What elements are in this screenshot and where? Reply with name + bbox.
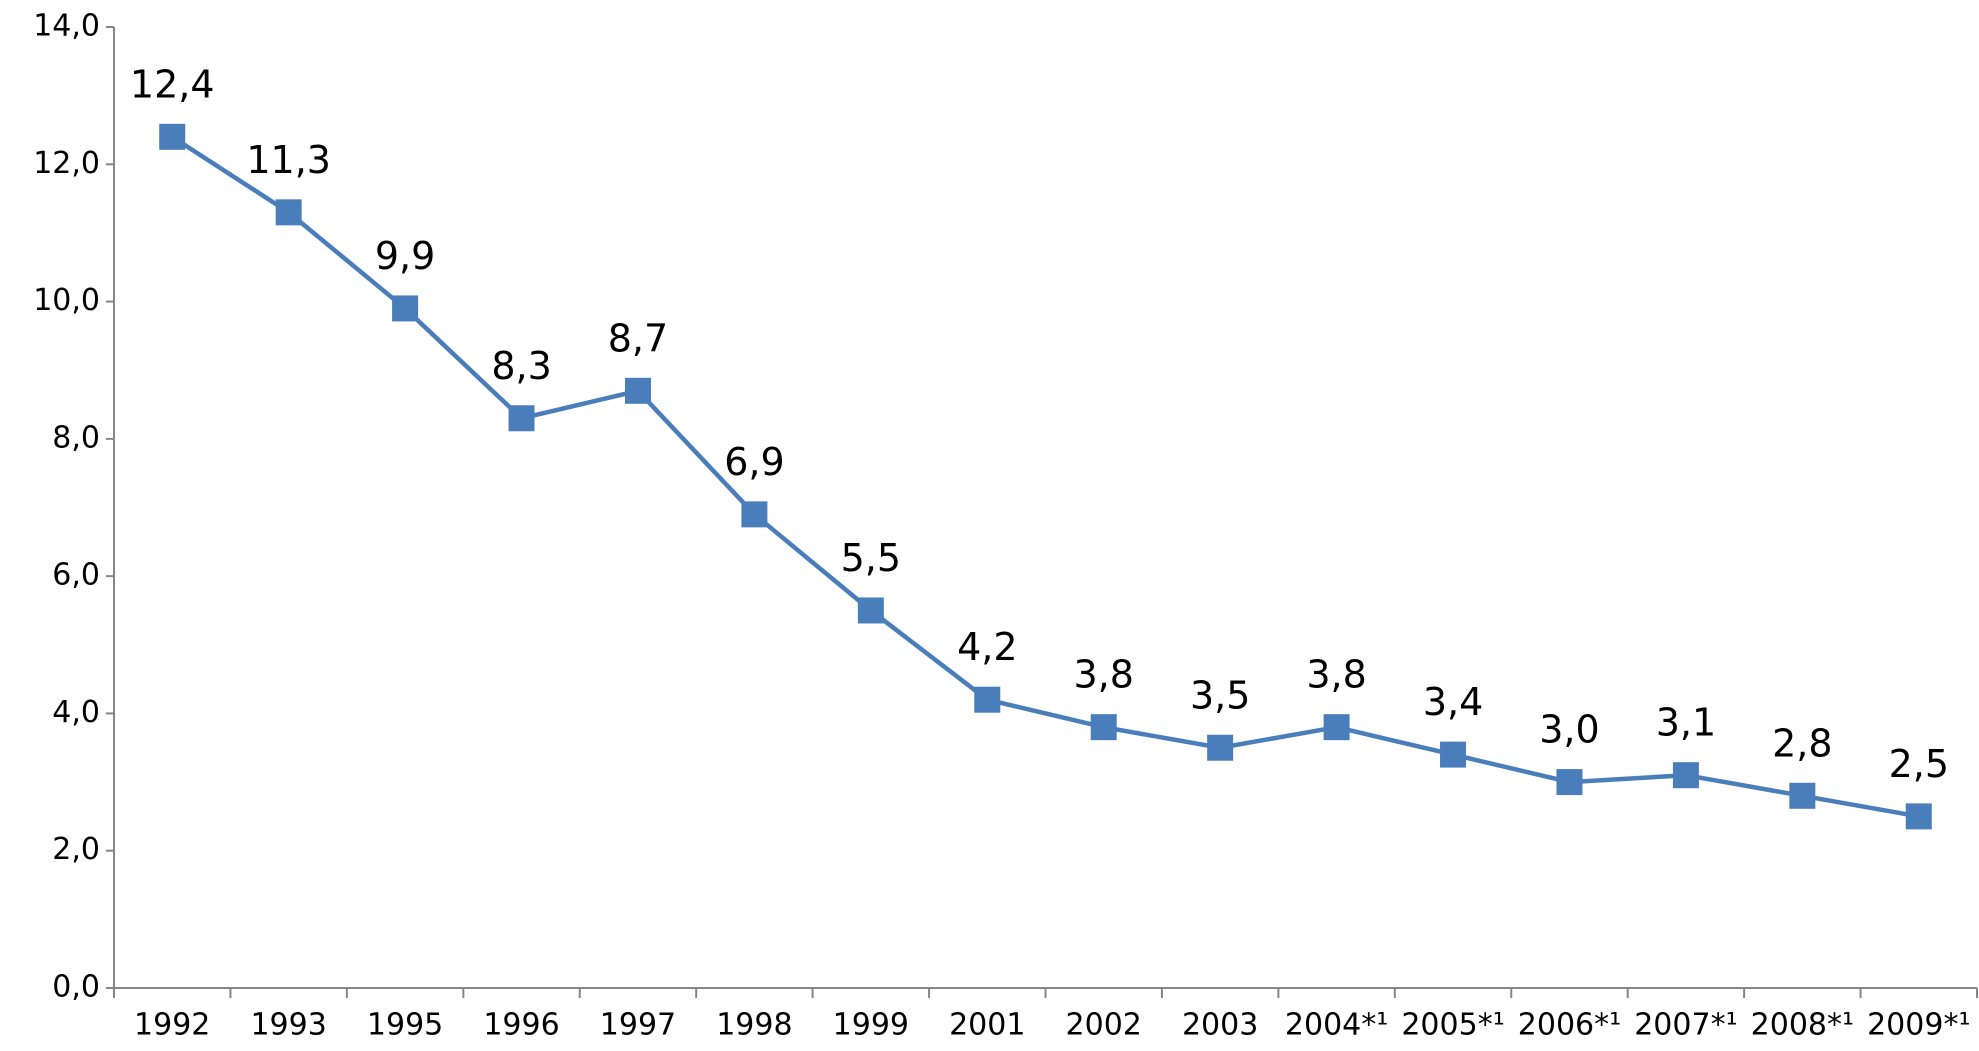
- x-tick-label: 2009*¹: [1867, 1008, 1970, 1043]
- x-tick-label: 1995: [367, 1008, 443, 1043]
- value-label: 5,5: [841, 536, 901, 580]
- data-point: [1440, 742, 1466, 768]
- y-tick-label: 0,0: [52, 970, 100, 1005]
- x-tick-label: 1996: [483, 1008, 559, 1043]
- value-label: 8,7: [608, 316, 668, 360]
- data-point: [1324, 714, 1350, 740]
- y-tick-label: 2,0: [52, 832, 100, 867]
- data-point: [392, 295, 418, 321]
- x-tick-label: 2003: [1182, 1008, 1258, 1043]
- x-tick-label: 2007*¹: [1634, 1008, 1737, 1043]
- y-tick-label: 6,0: [52, 558, 100, 593]
- value-label: 3,5: [1190, 673, 1250, 717]
- value-label: 12,4: [130, 62, 215, 106]
- data-point: [1091, 714, 1117, 740]
- page: {"chart_data": {"type": "line", "categor…: [0, 0, 1979, 1051]
- x-tick-label: 2001: [949, 1008, 1025, 1043]
- data-point: [1207, 735, 1233, 761]
- x-tick-label: 1993: [250, 1008, 326, 1043]
- y-tick-label: 14,0: [33, 9, 100, 44]
- value-label: 2,8: [1772, 721, 1832, 765]
- value-label: 2,5: [1889, 742, 1949, 786]
- data-point: [1906, 803, 1932, 829]
- x-tick-label: 2006*¹: [1518, 1008, 1621, 1043]
- x-tick-label: 2008*¹: [1751, 1008, 1854, 1043]
- data-point: [509, 405, 535, 431]
- x-tick-label: 2004*¹: [1285, 1008, 1388, 1043]
- y-tick-label: 10,0: [33, 283, 100, 318]
- value-label: 8,3: [491, 344, 551, 388]
- x-tick-label: 1999: [833, 1008, 909, 1043]
- x-tick-label: 2005*¹: [1401, 1008, 1504, 1043]
- data-point: [1673, 762, 1699, 788]
- data-point: [1789, 783, 1815, 809]
- value-label: 3,4: [1423, 680, 1483, 724]
- y-tick-label: 8,0: [52, 420, 100, 455]
- value-label: 4,2: [957, 625, 1017, 669]
- data-point: [276, 199, 302, 225]
- value-label: 3,8: [1306, 653, 1366, 697]
- data-point: [159, 124, 185, 150]
- data-point: [858, 597, 884, 623]
- x-tick-label: 1992: [134, 1008, 210, 1043]
- value-label: 3,8: [1074, 653, 1134, 697]
- data-point: [1556, 769, 1582, 795]
- x-tick-label: 2002: [1066, 1008, 1142, 1043]
- data-point: [741, 501, 767, 527]
- value-label: 3,0: [1539, 708, 1599, 752]
- y-tick-label: 4,0: [52, 695, 100, 730]
- value-label: 6,9: [724, 440, 784, 484]
- chart: 0,0 2,0 4,0 6,0 8,0 10,0 12,0 14,0 1992 1993 1995 1…: [0, 0, 1979, 1051]
- x-tick-label: 1997: [600, 1008, 676, 1043]
- x-tick-label: 1998: [716, 1008, 792, 1043]
- data-point: [974, 687, 1000, 713]
- value-label: 3,1: [1656, 701, 1716, 745]
- value-label: 11,3: [246, 138, 331, 182]
- data-point: [625, 378, 651, 404]
- y-tick-label: 12,0: [33, 146, 100, 181]
- value-label: 9,9: [375, 234, 435, 278]
